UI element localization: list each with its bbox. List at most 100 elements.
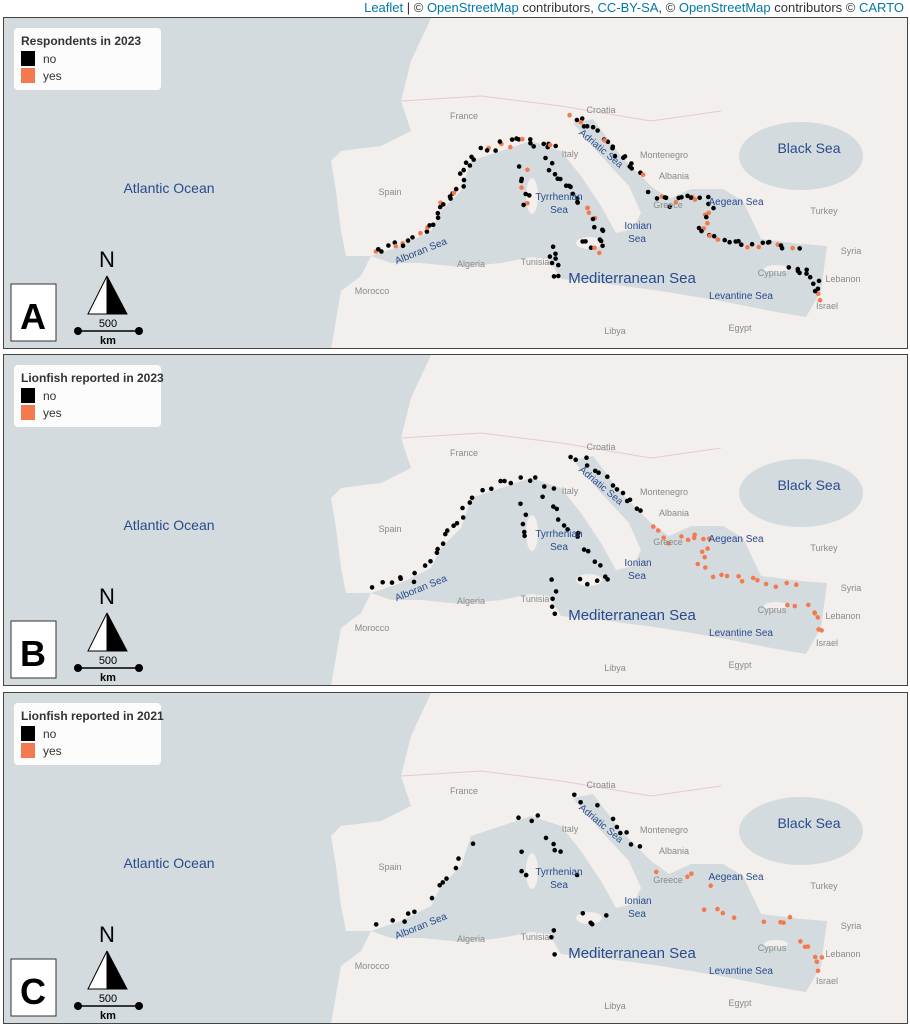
country-label: France [450,448,478,458]
survey-dot [379,249,384,254]
survey-dot [516,164,522,169]
survey-dot [369,585,375,590]
map: Atlantic Ocean Black Sea Mediterranean Sea… [4,355,907,685]
survey-dot [708,883,713,888]
survey-dot [685,874,690,880]
attribution-link[interactable]: OpenStreetMap [678,0,771,15]
survey-dot [575,530,581,536]
survey-dot [525,201,530,206]
sea-label: Sea [628,234,646,245]
survey-dot [706,201,711,207]
survey-dot [520,136,525,142]
survey-dot [573,457,578,462]
sea-label: Tyrrhenian [535,192,582,203]
survey-dot [412,570,417,576]
panel-letter-box [10,958,57,1017]
survey-dot [561,523,567,528]
survey-dot [797,270,802,276]
survey-dot [785,602,790,608]
survey-dot [451,523,456,528]
survey-dot [498,478,503,484]
legend-swatch [21,726,35,741]
survey-dot [654,869,659,875]
survey-dot [704,214,709,220]
survey-dot [443,531,448,537]
survey-dot [551,928,557,933]
country-label: Montenegro [640,150,688,160]
survey-dot [393,243,399,249]
north-arrow-right [106,275,128,315]
map-panel: Atlantic Ocean Black Sea Mediterranean Sea… [3,17,908,349]
survey-dot [460,515,466,520]
sea-label: Black Sea [777,140,840,156]
survey-dot [697,195,702,201]
attribution-link[interactable]: Leaflet [364,0,404,15]
survey-dot [711,233,717,239]
survey-dot [819,955,825,960]
survey-dot [629,166,634,171]
survey-dot [533,475,538,480]
survey-dot [707,233,712,239]
survey-dot [595,128,600,133]
survey-dot [605,474,610,479]
sea-label: Mediterranean Sea [568,607,696,624]
survey-dot [585,548,591,554]
country-label: Israel [816,638,838,648]
survey-dot [586,210,592,215]
survey-dot [578,800,583,805]
survey-dot [519,868,524,874]
survey-dot [541,141,546,147]
survey-dot [706,210,711,216]
attribution-link[interactable]: CARTO [858,0,904,15]
survey-dot [637,844,643,849]
survey-dot [787,914,793,920]
survey-dot [715,237,721,242]
country-label: Egypt [728,323,752,333]
survey-dot [610,483,616,488]
survey-dot [478,145,484,151]
country-label: Turkey [810,881,838,891]
survey-dot [811,281,816,287]
border [400,770,722,797]
survey-dot [565,527,570,532]
scale-unit: km [100,672,116,684]
survey-dot [445,528,450,533]
sea-label: Sea [628,909,646,920]
country-label: Montenegro [640,825,688,835]
survey-dot [437,883,443,888]
survey-dot [427,223,432,228]
attribution-link[interactable]: OpenStreetMap [426,0,519,15]
survey-dot [773,584,779,590]
survey-dot [575,199,580,205]
survey-dot [519,185,524,190]
survey-dot [795,266,801,272]
survey-dot [817,297,823,303]
survey-dot [528,141,533,146]
survey-dot [605,139,611,145]
survey-dot [679,195,684,200]
country-label: Spain [378,862,401,872]
sea-label: Sea [550,880,568,891]
survey-dot [373,922,379,927]
survey-dot [688,195,694,200]
survey-dot [428,559,433,564]
survey-dot [600,228,606,234]
legend-label: yes [43,406,62,420]
survey-dot [471,157,477,162]
north-label: N [99,247,115,272]
country-label: Lebanon [825,611,860,621]
survey-dot [584,463,590,468]
survey-dot [702,554,707,560]
sea-label: Levantine Sea [709,628,773,639]
map-panel: Atlantic Ocean Black Sea Mediterranean Sea… [3,692,908,1024]
survey-dot [558,849,563,854]
survey-dot [695,561,701,567]
sea-label: Ionian [624,558,651,569]
attribution-link[interactable]: CC-BY-SA [597,0,659,15]
survey-dot [543,835,549,841]
survey-dot [596,470,601,475]
survey-dot [588,245,594,250]
sea [739,797,863,865]
survey-dot [574,872,580,878]
